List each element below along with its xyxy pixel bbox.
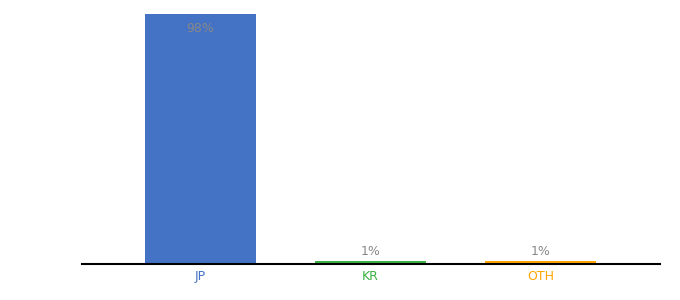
Bar xyxy=(146,14,256,264)
Text: 1%: 1% xyxy=(360,244,381,258)
Text: 1%: 1% xyxy=(530,244,551,258)
Bar xyxy=(316,261,426,264)
Bar xyxy=(486,261,596,264)
Text: 98%: 98% xyxy=(187,22,214,35)
